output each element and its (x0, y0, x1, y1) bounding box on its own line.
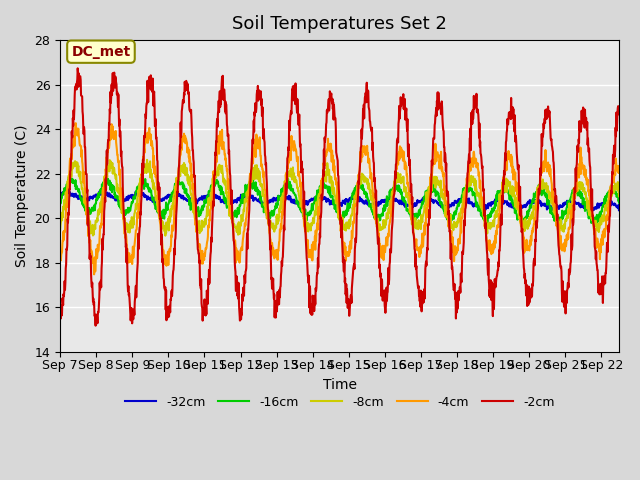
-16cm (591, 224, 598, 229)
-8cm (316, 192, 324, 198)
-16cm (305, 212, 313, 218)
-16cm (123, 207, 131, 213)
-4cm (72, 120, 79, 126)
-2cm (100, 208, 108, 214)
-8cm (56, 227, 64, 233)
-8cm (616, 191, 623, 197)
-4cm (306, 249, 314, 254)
-32cm (375, 201, 383, 206)
Text: DC_met: DC_met (71, 45, 131, 59)
-32cm (294, 202, 301, 207)
-32cm (100, 192, 108, 197)
Line: -4cm: -4cm (60, 123, 620, 275)
-2cm (123, 246, 131, 252)
Y-axis label: Soil Temperature (C): Soil Temperature (C) (15, 125, 29, 267)
-32cm (305, 198, 313, 204)
Line: -2cm: -2cm (60, 68, 620, 325)
-8cm (122, 224, 130, 230)
-16cm (294, 198, 301, 204)
-8cm (143, 157, 151, 163)
-16cm (375, 216, 383, 221)
-8cm (294, 188, 302, 194)
-32cm (588, 208, 595, 214)
-4cm (123, 247, 131, 253)
-4cm (294, 169, 302, 175)
Line: -16cm: -16cm (60, 177, 620, 227)
Line: -8cm: -8cm (60, 160, 620, 236)
-8cm (375, 223, 383, 228)
-16cm (56, 201, 64, 206)
-32cm (123, 194, 131, 200)
Legend: -32cm, -16cm, -8cm, -4cm, -2cm: -32cm, -16cm, -8cm, -4cm, -2cm (120, 391, 559, 414)
-32cm (616, 205, 623, 211)
-4cm (375, 237, 383, 242)
-32cm (56, 193, 64, 199)
-16cm (616, 200, 623, 206)
-16cm (100, 187, 108, 193)
-4cm (100, 189, 108, 194)
-2cm (316, 230, 324, 236)
-2cm (294, 118, 302, 123)
-2cm (306, 283, 314, 289)
-2cm (375, 258, 383, 264)
-2cm (92, 323, 99, 328)
-8cm (161, 233, 169, 239)
-4cm (316, 198, 324, 204)
Title: Soil Temperatures Set 2: Soil Temperatures Set 2 (232, 15, 447, 33)
X-axis label: Time: Time (323, 378, 356, 392)
-16cm (65, 174, 72, 180)
-4cm (616, 167, 623, 172)
-4cm (90, 272, 98, 277)
-2cm (56, 312, 64, 318)
-32cm (316, 196, 323, 202)
Line: -32cm: -32cm (60, 190, 620, 211)
-2cm (74, 65, 81, 71)
-8cm (306, 224, 314, 229)
-4cm (56, 253, 64, 259)
-16cm (316, 188, 323, 193)
-2cm (616, 111, 623, 117)
-32cm (65, 187, 72, 193)
-8cm (100, 185, 108, 191)
